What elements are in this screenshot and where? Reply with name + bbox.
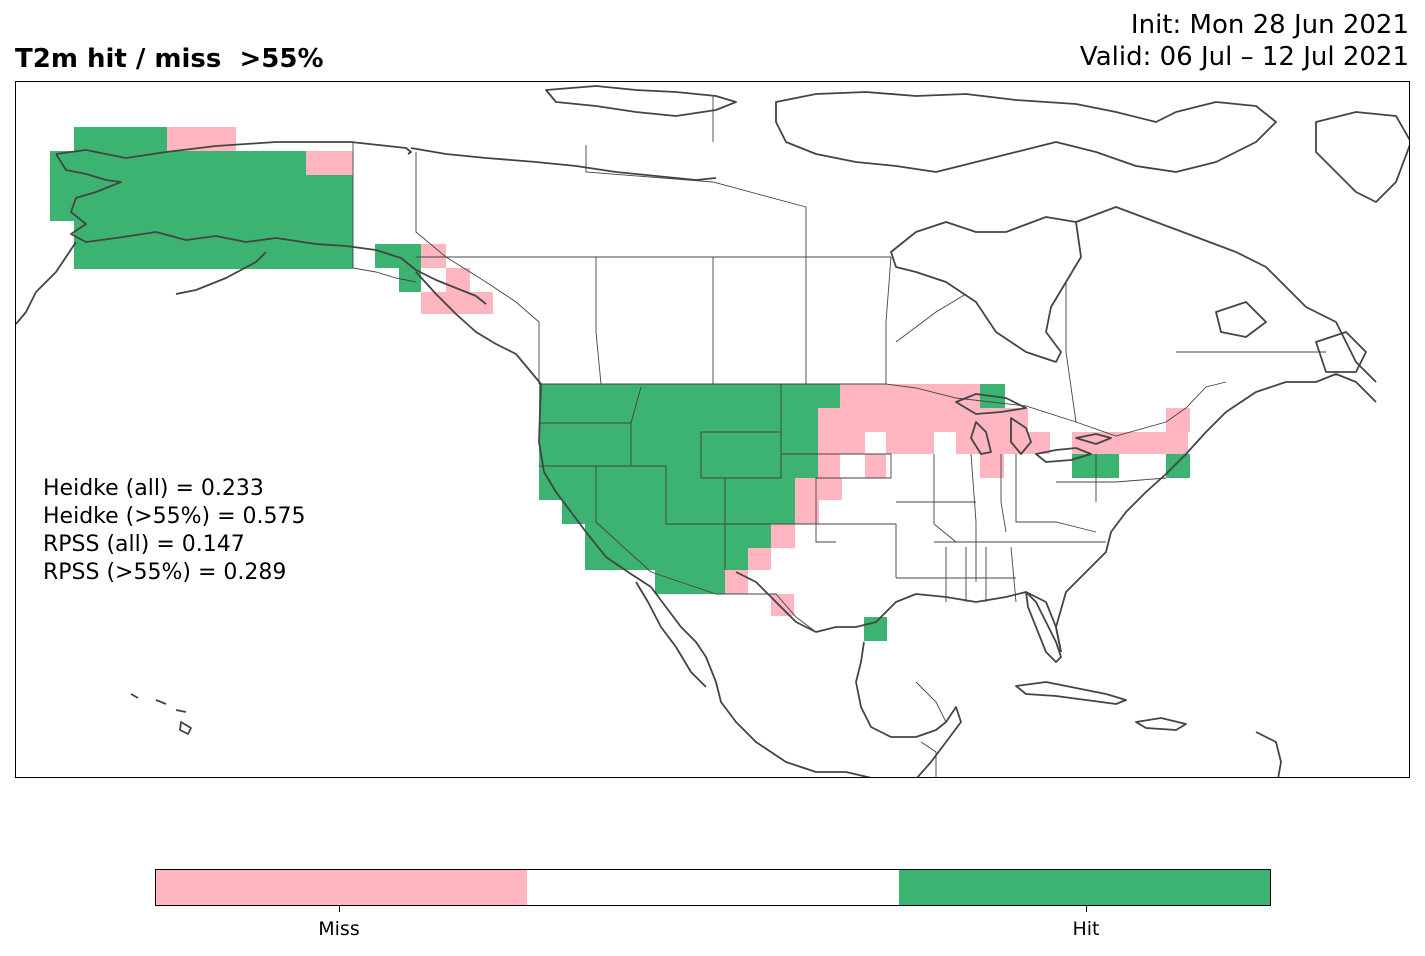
hit-cell <box>539 408 818 478</box>
miss-cell <box>886 432 934 454</box>
miss-cell <box>771 594 794 616</box>
plot-title: T2m hit / miss >55% <box>15 44 324 74</box>
colorbar <box>155 869 1271 906</box>
hit-cell <box>74 221 353 269</box>
miss-cell <box>421 292 493 314</box>
hit-cell <box>539 478 795 500</box>
miss-cell <box>818 432 865 454</box>
init-date: Init: Mon 28 Jun 2021 <box>1130 10 1409 40</box>
hit-cell <box>74 127 167 151</box>
miss-cell <box>956 432 1050 454</box>
map-panel <box>15 81 1410 778</box>
hit-cell <box>562 500 795 524</box>
colorbar-tick-miss <box>339 906 340 912</box>
miss-cell <box>840 384 980 408</box>
hit-cell <box>50 175 353 221</box>
valid-range: Valid: 06 Jul – 12 Jul 2021 <box>1079 42 1409 72</box>
miss-cell <box>795 500 819 524</box>
colorbar-neutral-segment <box>527 870 899 905</box>
miss-cell <box>725 570 748 594</box>
miss-cell <box>980 454 1004 478</box>
colorbar-label-miss: Miss <box>318 918 360 940</box>
miss-cell <box>306 151 353 175</box>
colorbar-hit-segment <box>898 870 1270 905</box>
miss-cell <box>771 524 795 548</box>
political-borders <box>352 96 1326 777</box>
hit-cell <box>539 384 840 408</box>
hit-cell <box>399 268 421 292</box>
colorbar-miss-segment <box>156 870 528 905</box>
hit-cell <box>1166 454 1190 478</box>
miss-cell <box>1166 408 1190 432</box>
miss-cell <box>1072 432 1188 454</box>
miss-cell <box>865 454 886 478</box>
heidke-all-score: Heidke (all) = 0.233 <box>43 476 264 501</box>
hit-cell <box>864 617 887 641</box>
miss-cell <box>748 548 771 570</box>
colorbar-tick-hit <box>1086 906 1087 912</box>
miss-cell <box>421 244 446 268</box>
hit-cell <box>50 151 306 175</box>
hit-cell <box>585 524 771 570</box>
map-canvas <box>16 85 1409 777</box>
miss-cell <box>795 478 842 500</box>
grid-cells <box>50 127 1190 641</box>
hit-cell <box>375 244 421 268</box>
rpss-all-score: RPSS (all) = 0.147 <box>43 532 245 557</box>
coastlines <box>16 85 1409 777</box>
skill-scores: Heidke (all) = 0.233 Heidke (>55%) = 0.5… <box>43 475 306 587</box>
colorbar-label-hit: Hit <box>1072 918 1100 940</box>
rpss-55-score: RPSS (>55%) = 0.289 <box>43 560 287 585</box>
heidke-55-score: Heidke (>55%) = 0.575 <box>43 504 306 529</box>
hit-cell <box>655 570 725 594</box>
